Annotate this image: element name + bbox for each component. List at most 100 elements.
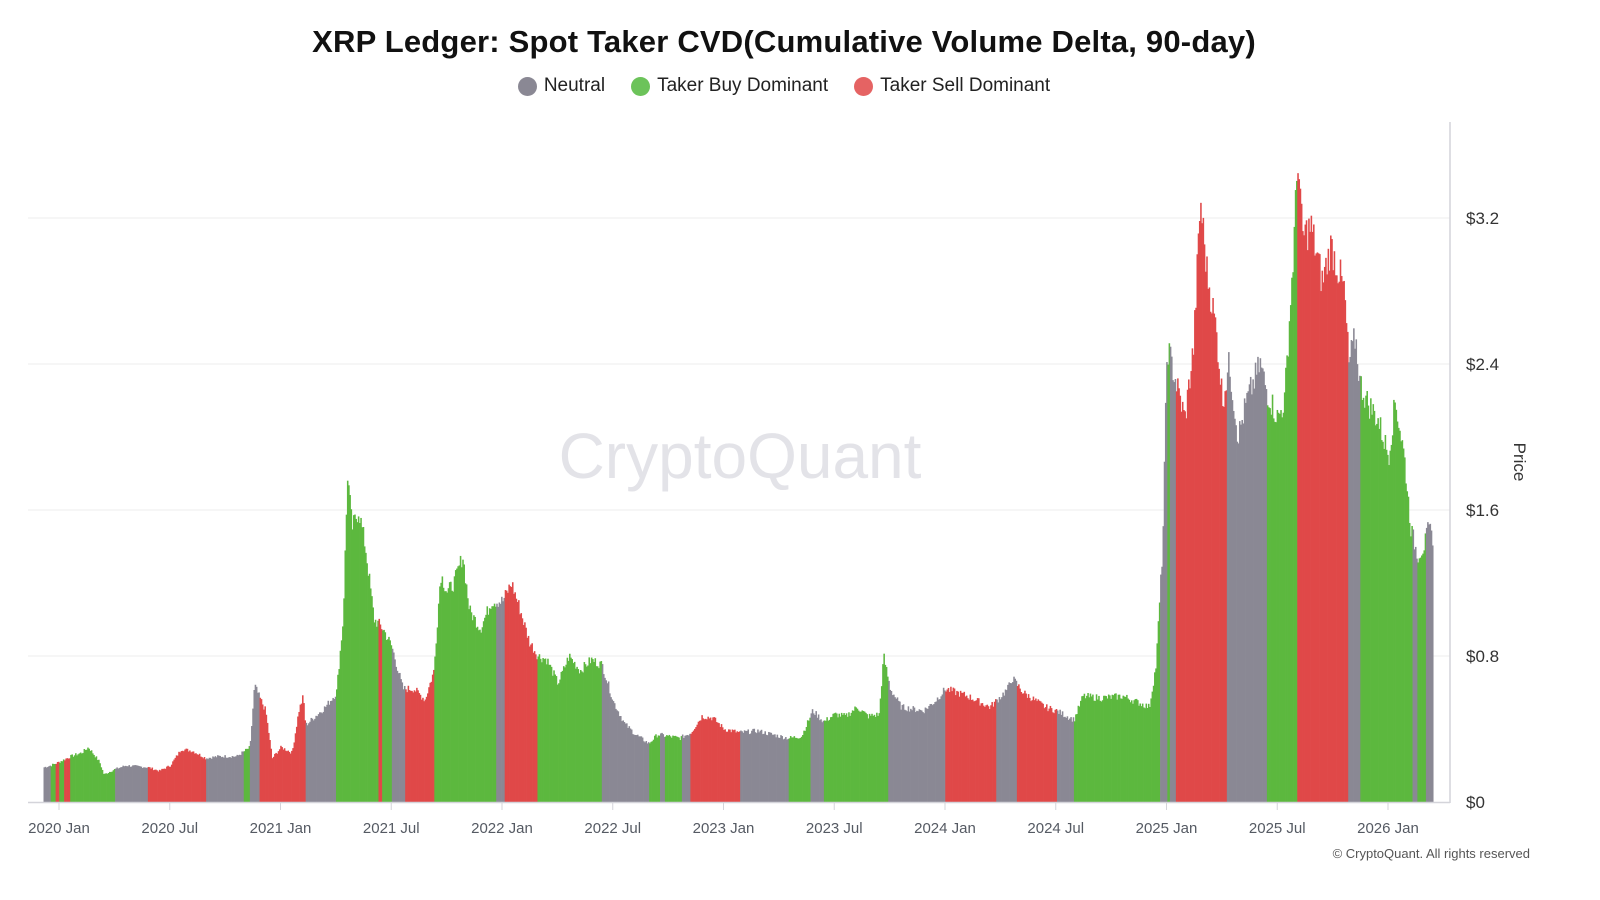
bar-buy	[471, 620, 474, 802]
bar-sell	[1300, 203, 1303, 802]
bar-sell	[948, 691, 951, 802]
bar-buy	[340, 640, 343, 802]
bar-neutral	[129, 766, 132, 802]
bar-buy	[562, 666, 565, 802]
bar-neutral	[1248, 384, 1251, 802]
legend-dot-sell-icon	[854, 76, 874, 96]
bar-buy	[60, 761, 63, 802]
bar-sell	[295, 726, 298, 802]
bar-buy	[481, 627, 484, 802]
bar-buy	[582, 672, 584, 802]
legend-label-neutral: Neutral	[543, 75, 606, 96]
bar-neutral	[1252, 379, 1254, 802]
bar-buy	[1078, 706, 1081, 802]
y-tick-label: $2.4	[1466, 355, 1499, 374]
bar-buy	[485, 614, 487, 802]
bar-sell	[1027, 694, 1030, 802]
bar-buy	[564, 667, 566, 802]
bar-neutral	[894, 697, 896, 802]
bar-neutral	[312, 720, 315, 802]
bar-neutral	[1243, 398, 1246, 802]
bar-buy	[1107, 694, 1110, 802]
bar-buy	[559, 679, 561, 802]
bar-neutral	[890, 690, 893, 802]
bar-buy	[1109, 695, 1111, 802]
bar-buy	[1151, 691, 1154, 802]
bar-sell	[1319, 254, 1321, 803]
bar-neutral	[931, 705, 934, 802]
bar-buy	[1135, 698, 1138, 802]
bar-sell	[980, 703, 983, 802]
bar-sell	[1037, 699, 1040, 802]
bar-neutral	[603, 674, 605, 802]
bar-buy	[1377, 418, 1379, 802]
bar-buy	[846, 716, 849, 802]
bar-buy	[374, 619, 377, 802]
bar-buy	[1129, 702, 1132, 802]
bar-sell	[163, 768, 166, 802]
bar-neutral	[1264, 385, 1267, 802]
bar-sell	[1316, 252, 1319, 802]
bar-sell	[428, 687, 430, 802]
bar-buy	[1082, 695, 1084, 802]
bar-buy	[800, 736, 803, 802]
bar-neutral	[1229, 376, 1231, 802]
bar-sell	[1177, 378, 1179, 802]
bar-neutral	[396, 670, 399, 802]
bar-sell	[1326, 274, 1328, 802]
bar-sell	[1033, 700, 1036, 802]
bar-neutral	[221, 756, 224, 802]
bar-neutral	[740, 730, 742, 802]
bar-neutral	[760, 729, 763, 802]
bar-buy	[867, 718, 870, 802]
bar-sell	[1053, 713, 1055, 802]
bar-sell	[1345, 323, 1348, 802]
bar-buy	[1083, 693, 1086, 802]
bar-neutral	[812, 713, 815, 802]
legend-item-sell[interactable]: Taker Sell Dominant	[854, 75, 1050, 97]
bar-sell	[730, 732, 733, 802]
bar-neutral	[780, 735, 782, 802]
bar-sell	[1219, 384, 1222, 802]
bar-buy	[862, 711, 865, 802]
bar-neutral	[638, 736, 640, 802]
bar-sell	[425, 696, 428, 802]
bar-buy	[829, 717, 832, 802]
bar-neutral	[996, 699, 998, 802]
bar-buy	[377, 620, 379, 802]
bar-sell	[56, 761, 59, 802]
bar-sell	[692, 730, 695, 802]
bar-buy	[1094, 700, 1097, 802]
bar-sell	[987, 706, 990, 802]
bar-buy	[795, 737, 798, 802]
bar-neutral	[1166, 362, 1168, 802]
bar-buy	[836, 713, 838, 802]
bar-buy	[1408, 522, 1411, 802]
bar-sell	[1209, 311, 1212, 802]
legend-item-buy[interactable]: Taker Buy Dominant	[631, 75, 828, 97]
bar-sell	[718, 723, 720, 802]
bar-sell	[721, 727, 724, 802]
bar-buy	[1141, 703, 1144, 802]
bar-buy	[492, 606, 495, 802]
bar-buy	[465, 584, 468, 802]
bar-neutral	[636, 734, 639, 802]
bar-sell	[408, 690, 411, 802]
bar-sell	[1191, 348, 1194, 802]
bar-sell	[202, 758, 205, 802]
bar-buy	[827, 720, 830, 802]
bar-buy	[448, 582, 451, 802]
bar-neutral	[254, 684, 257, 802]
bar-sell	[521, 618, 524, 802]
bar-neutral	[229, 757, 231, 802]
bar-neutral	[1265, 389, 1268, 802]
bar-buy	[1389, 450, 1392, 802]
bar-sell	[954, 695, 957, 802]
bar-sell	[975, 700, 978, 802]
legend-item-neutral[interactable]: Neutral	[517, 75, 606, 97]
bar-sell	[264, 706, 266, 802]
bar-neutral	[310, 717, 313, 802]
bar-buy	[675, 736, 678, 802]
bar-neutral	[663, 736, 666, 802]
bar-neutral	[632, 734, 634, 802]
